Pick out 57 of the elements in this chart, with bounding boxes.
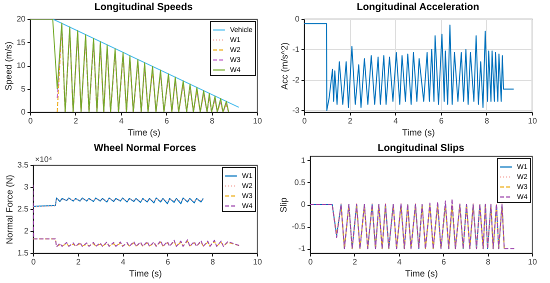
y-tick-label: 0 [21, 108, 26, 116]
x-tick-label: 6 [439, 116, 444, 126]
y-tick-label: 10 [16, 61, 26, 70]
x-tick-label: 4 [397, 258, 402, 266]
x-tick-label: 4 [119, 116, 124, 126]
x-tick-label: 0 [31, 258, 36, 266]
y-tick-label: -2 [292, 75, 300, 84]
line-series [304, 23, 514, 111]
x-tick-label: 8 [210, 116, 215, 126]
y-tick-label: -3 [292, 106, 300, 115]
y-tick-label: 3.5 [17, 160, 30, 170]
y-axis-title: Acc (m/s^2) [279, 42, 290, 90]
x-axis-title: Time (s) [405, 268, 438, 278]
x-tick-label: 6 [166, 258, 171, 266]
y-tick-label: 2 [24, 226, 30, 236]
y-tick-label: 2.5 [17, 204, 30, 214]
text: ×10⁴ [35, 155, 53, 164]
x-tick-label: 10 [253, 258, 262, 266]
y-tick-label: -1 [298, 244, 306, 254]
line-series [33, 238, 240, 247]
x-tick-label: 10 [528, 258, 538, 266]
y-tick-label: 0 [295, 14, 300, 24]
x-tick-label: 10 [528, 116, 538, 126]
x-tick-label: 8 [210, 258, 216, 266]
y-axis-title: Normal Force (N) [4, 174, 14, 244]
x-tick-label: 8 [486, 258, 491, 266]
y-tick-label: 5 [21, 84, 26, 94]
y-tick-label: 3 [24, 182, 30, 192]
x-axis-title: Time (s) [402, 128, 435, 138]
y-tick-label: 0 [301, 200, 306, 209]
x-tick-label: 4 [393, 116, 398, 126]
y-axis-title: Speed (m/s) [4, 41, 14, 91]
x-tick-label: 8 [484, 116, 490, 126]
y-tick-label: -0.5 [292, 222, 306, 232]
x-tick-label: 0 [308, 258, 314, 266]
y-tick-label: 15 [16, 38, 26, 47]
x-tick-label: 2 [76, 258, 82, 266]
y-tick-label: 0.5 [294, 178, 306, 187]
x-tick-label: 10 [253, 116, 262, 126]
x-tick-label: 2 [74, 116, 79, 126]
x-axis-title: Time (s) [129, 268, 162, 278]
y-tick-label: 1 [301, 156, 306, 165]
x-tick-label: 6 [164, 116, 170, 126]
y-tick-label: 20 [16, 14, 26, 24]
x-tick-label: 6 [441, 258, 446, 266]
x-axis-title: Time (s) [128, 128, 160, 138]
chart-title: Wheel Normal Forces [94, 143, 197, 154]
y-tick-label: -1 [292, 44, 300, 54]
x-tick-label: 2 [352, 258, 358, 266]
x-tick-label: 2 [348, 116, 353, 126]
chart-title: Longitudinal Acceleration [356, 2, 480, 13]
x-tick-label: 4 [120, 258, 126, 266]
line-series [33, 184, 240, 248]
y-tick-label: 1.5 [17, 248, 30, 258]
chart-title: Longitudinal Slips [378, 143, 465, 154]
chart-title: Longitudinal Speeds [94, 2, 194, 13]
y-axis-title: Slip [278, 197, 289, 213]
